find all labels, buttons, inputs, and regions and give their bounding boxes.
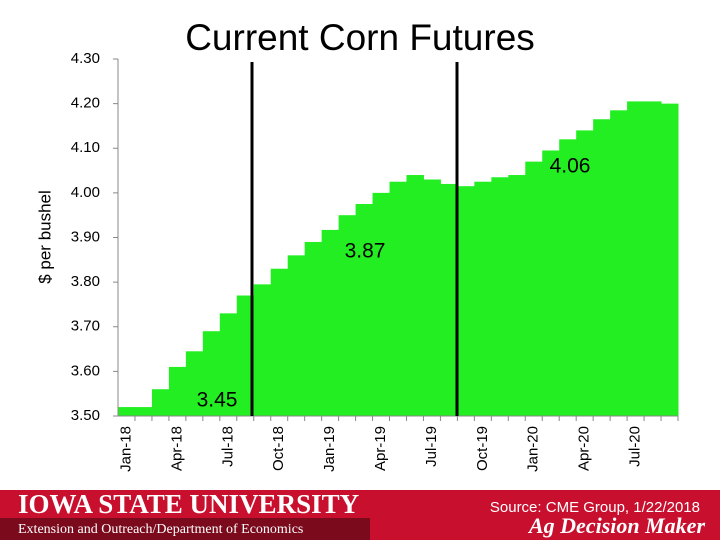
step-bar [202, 331, 221, 416]
x-tick-label: Jan-20 [525, 426, 542, 472]
step-bar [525, 161, 543, 416]
x-tick-label: Jul-18 [219, 426, 236, 467]
step-bar [185, 351, 204, 416]
university-name: IOWA STATE UNIVERSITY [18, 489, 359, 519]
x-tick-label: Apr-19 [372, 426, 389, 471]
y-tick-label: 3.60 [71, 362, 100, 379]
y-tick-label: 3.70 [71, 318, 100, 335]
y-axis-label: $ per bushel [35, 190, 54, 284]
step-bar [491, 177, 509, 416]
step-bar [134, 407, 153, 416]
step-bar [338, 215, 357, 416]
step-bar [508, 175, 526, 416]
step-bar [440, 183, 458, 416]
step-bar [559, 139, 577, 416]
y-tick-label: 3.50 [71, 407, 100, 424]
brand: Ag Decision Maker [527, 513, 705, 538]
step-bar [576, 130, 594, 416]
department: Extension and Outreach/Department of Eco… [18, 522, 303, 537]
step-bar [118, 407, 136, 416]
step-bar [253, 284, 272, 416]
y-tick-label: 4.10 [71, 139, 100, 156]
x-tick-label: Oct-18 [270, 426, 287, 471]
x-tick-label: Apr-20 [576, 426, 593, 471]
annotation: 3.87 [345, 240, 386, 263]
step-bar [168, 366, 187, 416]
y-tick-label: 3.90 [71, 228, 100, 245]
step-bar [151, 389, 170, 416]
y-tick-label: 4.30 [71, 50, 100, 67]
step-bar [321, 229, 340, 416]
source-note: Source: CME Group, 1/22/2018 [490, 499, 700, 516]
x-tick-label: Jul-19 [423, 426, 440, 467]
plot-area: 3.50 3.60 3.70 3.80 3.90 4.00 4.10 4.20 4.30 Jan-… [71, 50, 679, 472]
step-bar [389, 181, 407, 416]
step-bar [423, 179, 441, 416]
x-tick-label: Apr-18 [168, 426, 185, 471]
x-tick-label: Jan-19 [321, 426, 338, 472]
step-bar [406, 175, 424, 416]
annotation: 3.45 [197, 389, 238, 412]
title-background [150, 16, 570, 60]
step-bar [474, 181, 492, 416]
step-bar [304, 241, 323, 416]
annotation: 4.06 [550, 155, 591, 178]
y-tick-label: 4.00 [71, 184, 100, 201]
step-bar [219, 313, 238, 416]
x-tick-label: Jan-18 [117, 426, 134, 472]
chart-title: Current Corn Futures [185, 17, 535, 58]
step-bar [661, 103, 679, 416]
step-bar [457, 186, 475, 416]
footer-strip [0, 518, 370, 540]
step-bar [627, 101, 645, 417]
x-tick-label: Jul-20 [627, 426, 644, 467]
step-bar [610, 110, 628, 416]
step-bar [644, 101, 662, 417]
step-bar [287, 255, 306, 416]
step-bar [355, 204, 374, 416]
step-bar [372, 192, 391, 416]
x-tick-label: Oct-19 [474, 426, 491, 471]
step-bar [542, 150, 560, 416]
y-tick-label: 3.80 [71, 273, 100, 290]
y-tick-label: 4.20 [71, 95, 100, 112]
step-bar [270, 268, 289, 416]
step-bar [593, 119, 611, 417]
step-bar [236, 295, 255, 416]
